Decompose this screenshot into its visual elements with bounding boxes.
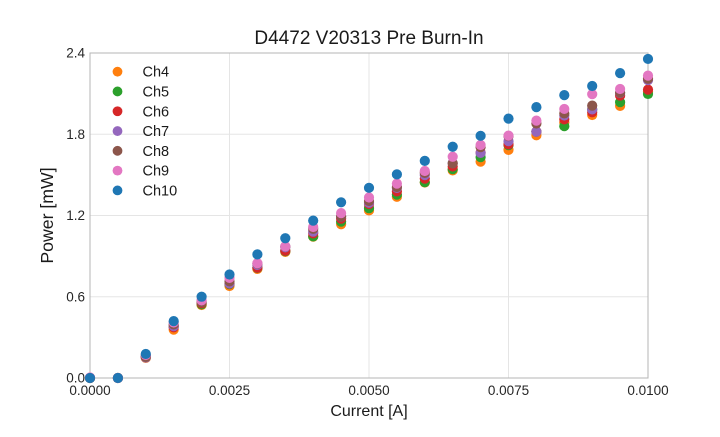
svg-text:Ch10: Ch10 — [143, 183, 178, 199]
svg-text:Current [A]: Current [A] — [330, 403, 407, 420]
svg-text:Ch8: Ch8 — [143, 144, 170, 160]
svg-text:Ch5: Ch5 — [143, 84, 170, 100]
svg-text:Ch4: Ch4 — [143, 65, 170, 81]
svg-text:2.4: 2.4 — [66, 46, 85, 61]
svg-text:1.8: 1.8 — [66, 127, 85, 142]
svg-text:Ch9: Ch9 — [143, 164, 170, 180]
svg-text:0.0100: 0.0100 — [627, 383, 668, 398]
svg-text:0.0050: 0.0050 — [348, 383, 389, 398]
svg-text:0.6: 0.6 — [66, 289, 85, 304]
svg-text:0.0025: 0.0025 — [209, 383, 250, 398]
svg-text:1.2: 1.2 — [66, 208, 85, 223]
svg-text:Ch6: Ch6 — [143, 104, 170, 120]
svg-text:Power [mW]: Power [mW] — [37, 167, 57, 263]
svg-text:Ch7: Ch7 — [143, 124, 170, 140]
svg-text:0.0075: 0.0075 — [488, 383, 529, 398]
svg-text:D4472 V20313 Pre Burn-In: D4472 V20313 Pre Burn-In — [254, 28, 483, 49]
svg-text:0.0: 0.0 — [66, 371, 85, 386]
